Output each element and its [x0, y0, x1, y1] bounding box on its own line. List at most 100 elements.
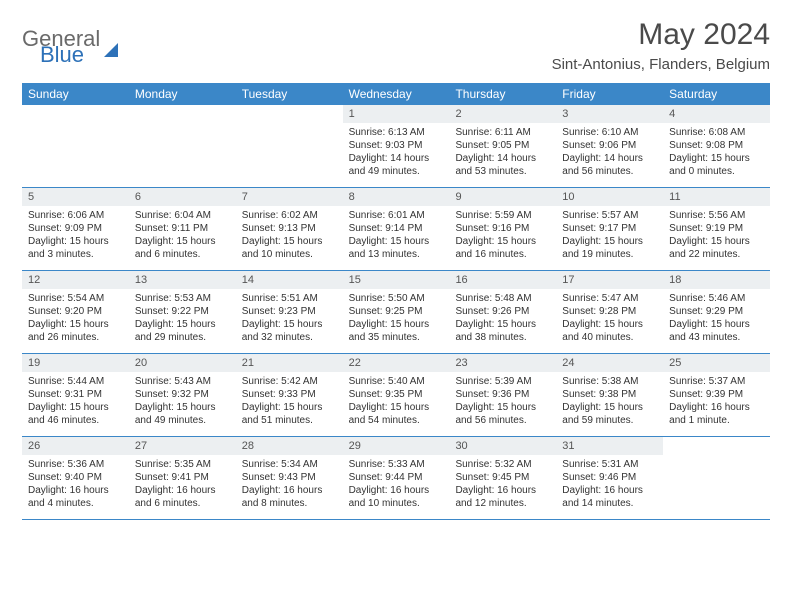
day-cell: 12Sunrise: 5:54 AMSunset: 9:20 PMDayligh…	[22, 271, 129, 353]
sunset-text: Sunset: 9:45 PM	[455, 471, 550, 484]
logo-text-blue: Blue	[40, 44, 100, 66]
sunrise-text: Sunrise: 5:51 AM	[242, 292, 337, 305]
daylight-text: Daylight: 15 hours and 49 minutes.	[135, 401, 230, 427]
day-cell: 20Sunrise: 5:43 AMSunset: 9:32 PMDayligh…	[129, 354, 236, 436]
day-cell: 14Sunrise: 5:51 AMSunset: 9:23 PMDayligh…	[236, 271, 343, 353]
day-number: 7	[236, 188, 343, 206]
day-body: Sunrise: 5:38 AMSunset: 9:38 PMDaylight:…	[556, 372, 663, 433]
day-number: 3	[556, 105, 663, 123]
day-cell: 28Sunrise: 5:34 AMSunset: 9:43 PMDayligh…	[236, 437, 343, 519]
sunrise-text: Sunrise: 6:11 AM	[455, 126, 550, 139]
day-cell	[663, 437, 770, 519]
dayhead-tuesday: Tuesday	[236, 83, 343, 105]
day-body: Sunrise: 5:32 AMSunset: 9:45 PMDaylight:…	[449, 455, 556, 516]
day-cell: 5Sunrise: 6:06 AMSunset: 9:09 PMDaylight…	[22, 188, 129, 270]
day-number: 24	[556, 354, 663, 372]
day-body: Sunrise: 6:13 AMSunset: 9:03 PMDaylight:…	[343, 123, 450, 184]
daylight-text: Daylight: 14 hours and 49 minutes.	[349, 152, 444, 178]
day-body: Sunrise: 6:06 AMSunset: 9:09 PMDaylight:…	[22, 206, 129, 267]
daylight-text: Daylight: 15 hours and 26 minutes.	[28, 318, 123, 344]
sunset-text: Sunset: 9:33 PM	[242, 388, 337, 401]
header: General Blue May 2024 Sint-Antonius, Fla…	[22, 18, 770, 73]
day-number: 29	[343, 437, 450, 455]
sunrise-text: Sunrise: 6:02 AM	[242, 209, 337, 222]
sunset-text: Sunset: 9:39 PM	[669, 388, 764, 401]
day-cell: 21Sunrise: 5:42 AMSunset: 9:33 PMDayligh…	[236, 354, 343, 436]
day-cell: 31Sunrise: 5:31 AMSunset: 9:46 PMDayligh…	[556, 437, 663, 519]
day-cell: 22Sunrise: 5:40 AMSunset: 9:35 PMDayligh…	[343, 354, 450, 436]
day-number: 11	[663, 188, 770, 206]
sunrise-text: Sunrise: 5:43 AM	[135, 375, 230, 388]
day-number: 13	[129, 271, 236, 289]
day-cell: 2Sunrise: 6:11 AMSunset: 9:05 PMDaylight…	[449, 105, 556, 187]
sunrise-text: Sunrise: 5:50 AM	[349, 292, 444, 305]
sunrise-text: Sunrise: 5:47 AM	[562, 292, 657, 305]
day-body: Sunrise: 5:44 AMSunset: 9:31 PMDaylight:…	[22, 372, 129, 433]
week-row: 12Sunrise: 5:54 AMSunset: 9:20 PMDayligh…	[22, 271, 770, 354]
sunset-text: Sunset: 9:35 PM	[349, 388, 444, 401]
sunset-text: Sunset: 9:36 PM	[455, 388, 550, 401]
daylight-text: Daylight: 15 hours and 43 minutes.	[669, 318, 764, 344]
week-row: 1Sunrise: 6:13 AMSunset: 9:03 PMDaylight…	[22, 105, 770, 188]
daylight-text: Daylight: 15 hours and 56 minutes.	[455, 401, 550, 427]
day-cell	[236, 105, 343, 187]
day-body: Sunrise: 5:40 AMSunset: 9:35 PMDaylight:…	[343, 372, 450, 433]
day-body: Sunrise: 6:04 AMSunset: 9:11 PMDaylight:…	[129, 206, 236, 267]
sunrise-text: Sunrise: 5:37 AM	[669, 375, 764, 388]
sunrise-text: Sunrise: 6:04 AM	[135, 209, 230, 222]
calendar: Sunday Monday Tuesday Wednesday Thursday…	[22, 83, 770, 520]
sunrise-text: Sunrise: 6:01 AM	[349, 209, 444, 222]
sunset-text: Sunset: 9:22 PM	[135, 305, 230, 318]
day-body: Sunrise: 5:34 AMSunset: 9:43 PMDaylight:…	[236, 455, 343, 516]
day-cell: 8Sunrise: 6:01 AMSunset: 9:14 PMDaylight…	[343, 188, 450, 270]
day-cell: 10Sunrise: 5:57 AMSunset: 9:17 PMDayligh…	[556, 188, 663, 270]
dayhead-monday: Monday	[129, 83, 236, 105]
day-cell: 11Sunrise: 5:56 AMSunset: 9:19 PMDayligh…	[663, 188, 770, 270]
day-cell: 17Sunrise: 5:47 AMSunset: 9:28 PMDayligh…	[556, 271, 663, 353]
day-cell: 6Sunrise: 6:04 AMSunset: 9:11 PMDaylight…	[129, 188, 236, 270]
day-number: 27	[129, 437, 236, 455]
daylight-text: Daylight: 15 hours and 40 minutes.	[562, 318, 657, 344]
day-cell: 27Sunrise: 5:35 AMSunset: 9:41 PMDayligh…	[129, 437, 236, 519]
day-body: Sunrise: 5:42 AMSunset: 9:33 PMDaylight:…	[236, 372, 343, 433]
day-cell: 25Sunrise: 5:37 AMSunset: 9:39 PMDayligh…	[663, 354, 770, 436]
sunset-text: Sunset: 9:25 PM	[349, 305, 444, 318]
weeks-container: 1Sunrise: 6:13 AMSunset: 9:03 PMDaylight…	[22, 105, 770, 520]
day-number: 16	[449, 271, 556, 289]
day-number: 9	[449, 188, 556, 206]
day-number: 20	[129, 354, 236, 372]
day-number: 26	[22, 437, 129, 455]
sunset-text: Sunset: 9:16 PM	[455, 222, 550, 235]
sunset-text: Sunset: 9:43 PM	[242, 471, 337, 484]
day-cell: 30Sunrise: 5:32 AMSunset: 9:45 PMDayligh…	[449, 437, 556, 519]
dayhead-sunday: Sunday	[22, 83, 129, 105]
day-cell: 3Sunrise: 6:10 AMSunset: 9:06 PMDaylight…	[556, 105, 663, 187]
daylight-text: Daylight: 15 hours and 6 minutes.	[135, 235, 230, 261]
sunrise-text: Sunrise: 5:46 AM	[669, 292, 764, 305]
daylight-text: Daylight: 15 hours and 54 minutes.	[349, 401, 444, 427]
day-body: Sunrise: 5:36 AMSunset: 9:40 PMDaylight:…	[22, 455, 129, 516]
daylight-text: Daylight: 15 hours and 19 minutes.	[562, 235, 657, 261]
sunset-text: Sunset: 9:29 PM	[669, 305, 764, 318]
sunset-text: Sunset: 9:20 PM	[28, 305, 123, 318]
day-number: 12	[22, 271, 129, 289]
sunrise-text: Sunrise: 5:33 AM	[349, 458, 444, 471]
day-body: Sunrise: 5:31 AMSunset: 9:46 PMDaylight:…	[556, 455, 663, 516]
day-number: 1	[343, 105, 450, 123]
day-cell: 16Sunrise: 5:48 AMSunset: 9:26 PMDayligh…	[449, 271, 556, 353]
logo: General Blue	[22, 18, 118, 66]
sunset-text: Sunset: 9:13 PM	[242, 222, 337, 235]
daylight-text: Daylight: 15 hours and 0 minutes.	[669, 152, 764, 178]
day-number: 25	[663, 354, 770, 372]
sunset-text: Sunset: 9:40 PM	[28, 471, 123, 484]
day-body: Sunrise: 5:57 AMSunset: 9:17 PMDaylight:…	[556, 206, 663, 267]
day-body: Sunrise: 5:48 AMSunset: 9:26 PMDaylight:…	[449, 289, 556, 350]
sunrise-text: Sunrise: 5:40 AM	[349, 375, 444, 388]
daylight-text: Daylight: 15 hours and 10 minutes.	[242, 235, 337, 261]
day-number: 17	[556, 271, 663, 289]
day-number	[663, 437, 770, 453]
day-number: 2	[449, 105, 556, 123]
day-number: 8	[343, 188, 450, 206]
day-body: Sunrise: 5:59 AMSunset: 9:16 PMDaylight:…	[449, 206, 556, 267]
day-number: 31	[556, 437, 663, 455]
